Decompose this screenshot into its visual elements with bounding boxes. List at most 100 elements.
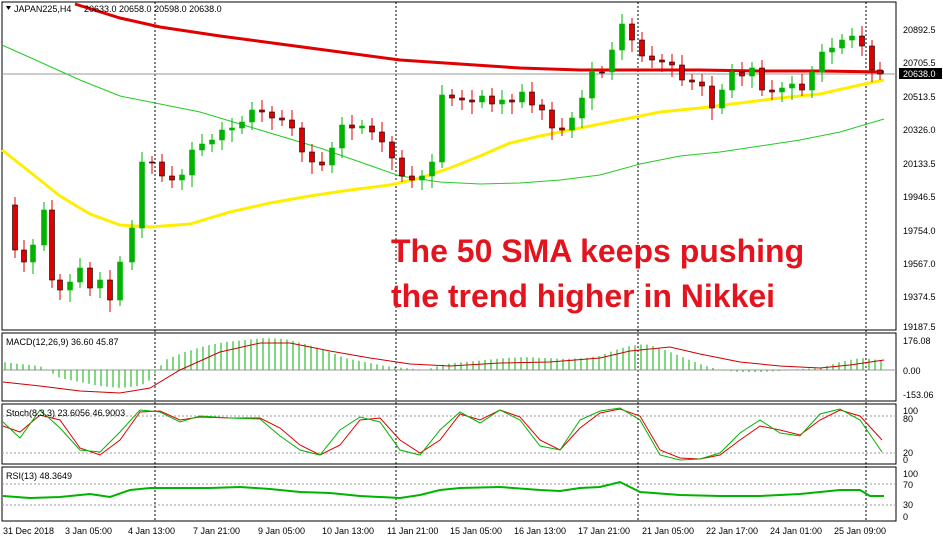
rsi-axis: 100 70 30 0	[903, 469, 918, 522]
time-label: 24 Jan 01:00	[770, 526, 822, 536]
time-label: 7 Jan 21:00	[193, 526, 240, 536]
annotation-line-1: The 50 SMA keeps pushing	[391, 233, 804, 269]
candle-body	[319, 161, 325, 166]
candle-body	[839, 39, 845, 49]
time-axis: 31 Dec 2018 3 Jan 05:00 4 Jan 13:00 7 Ja…	[3, 526, 886, 536]
time-label: 31 Dec 2018	[3, 526, 54, 536]
candle-body	[409, 175, 415, 181]
time-label: 9 Jan 05:00	[258, 526, 305, 536]
candle-body	[589, 71, 595, 99]
rsi-line	[2, 480, 884, 500]
stoch-level: 100	[903, 406, 918, 416]
candle-body	[877, 69, 883, 75]
candle-body	[599, 71, 605, 74]
candle-body	[429, 161, 435, 177]
candle-body	[30, 244, 36, 263]
time-label: 17 Jan 21:00	[578, 526, 630, 536]
macd-label: MACD(12,26,9) 36.60 45.87	[6, 337, 119, 347]
candle-body	[739, 71, 745, 77]
candle-body	[289, 119, 295, 129]
candle-body	[219, 129, 225, 141]
annotation-line-2: the trend higher in Nikkei	[391, 278, 775, 314]
candle-body	[549, 109, 555, 129]
rsi-level: 100	[903, 469, 918, 479]
candle-body	[369, 125, 375, 133]
time-label: 22 Jan 17:00	[706, 526, 758, 536]
macd-pane	[1, 332, 897, 402]
candle-body	[139, 161, 145, 229]
time-label: 15 Jan 05:00	[450, 526, 502, 536]
candle-body	[379, 131, 385, 143]
main-price-pane	[1, 1, 897, 331]
stoch-level: 20	[903, 448, 913, 458]
sma-200-line	[74, 2, 885, 74]
candle-body	[719, 89, 725, 109]
macd-signal-line	[2, 342, 885, 394]
candle-body	[529, 91, 535, 106]
candle-body	[579, 97, 585, 119]
macd-level: -153.06	[903, 390, 934, 400]
candlestick-series	[12, 14, 883, 312]
candle-body	[859, 35, 865, 47]
candle-body	[117, 261, 123, 301]
candle-body	[829, 47, 835, 53]
candle-body	[269, 111, 275, 119]
stoch-level: 0	[903, 455, 908, 465]
candle-body	[209, 139, 215, 145]
symbol-label: JAPAN225,H4	[14, 4, 71, 14]
candle-body	[259, 109, 265, 113]
price-level: 19374.5	[903, 292, 936, 302]
time-label: 4 Jan 13:00	[128, 526, 175, 536]
candle-body	[779, 87, 785, 93]
candle-body	[539, 104, 545, 111]
candle-body	[789, 83, 795, 89]
stoch-axis: 100 80 20 0	[903, 406, 918, 465]
candle-body	[149, 161, 155, 164]
price-level: 19754.0	[903, 226, 936, 236]
candle-body	[229, 127, 235, 131]
candle-body	[169, 175, 175, 181]
price-level: 19946.5	[903, 192, 936, 202]
main-pane-header: JAPAN225,H4 20633.0 20658.0 20598.0 2063…	[6, 4, 222, 14]
rsi-level: 70	[903, 480, 913, 490]
candle-body	[769, 89, 775, 93]
candle-body	[299, 127, 305, 153]
candle-body	[349, 124, 355, 129]
price-level: 19567.0	[903, 259, 936, 269]
rsi-level: 30	[903, 500, 913, 510]
candle-body	[189, 149, 195, 176]
candle-body	[819, 51, 825, 73]
stoch-pane	[1, 403, 897, 465]
candle-body	[709, 85, 715, 109]
macd-level: 0.00	[903, 366, 921, 376]
candle-body	[689, 79, 695, 83]
candle-body	[629, 23, 635, 41]
sma-50-line	[1, 78, 885, 229]
candle-body	[639, 39, 645, 57]
candle-body	[449, 94, 455, 99]
candle-body	[309, 151, 315, 163]
candle-body	[619, 23, 625, 51]
candle-body	[359, 125, 365, 129]
macd-level: 176.08	[903, 336, 931, 346]
time-label: 3 Jan 05:00	[65, 526, 112, 536]
rsi-level: 0	[903, 512, 908, 522]
rsi-label: RSI(13) 48.3649	[6, 471, 72, 481]
candle-body	[749, 67, 755, 77]
candle-body	[249, 109, 255, 123]
price-level: 20513.5	[903, 92, 936, 102]
candle-body	[339, 124, 345, 149]
time-label: 25 Jan 09:00	[834, 526, 886, 536]
stoch-level-lines	[2, 415, 896, 454]
dropdown-triangle-icon[interactable]	[6, 6, 11, 10]
current-price-tag	[899, 68, 942, 79]
candle-body	[67, 281, 73, 291]
stoch-label: Stoch(8,3,3) 23.6056 46.9003	[6, 408, 125, 418]
sma-100-line	[1, 44, 885, 185]
moving-averages	[1, 2, 885, 229]
ohlc-values: 20633.0 20658.0 20598.0 20638.0	[84, 4, 222, 14]
candle-body	[419, 175, 425, 181]
candle-body	[519, 91, 525, 103]
candle-body	[759, 67, 765, 91]
stoch-main-line	[2, 407, 883, 461]
